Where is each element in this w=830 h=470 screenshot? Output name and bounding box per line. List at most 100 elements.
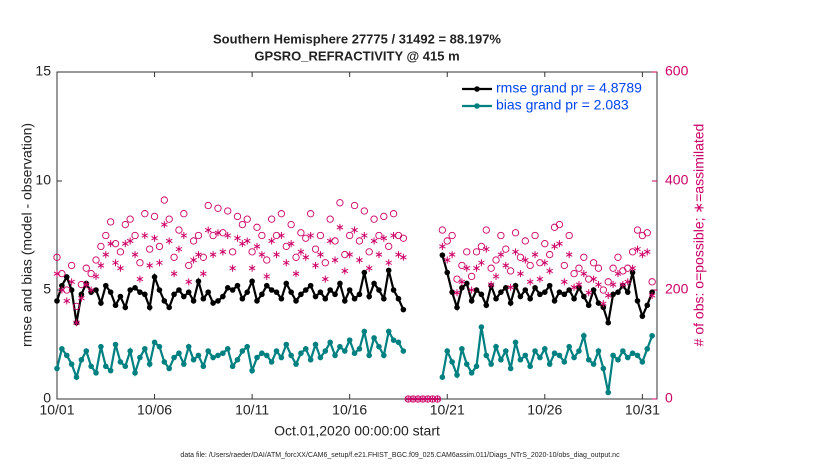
asterisk-stroke — [273, 251, 280, 259]
asterisk-marker — [648, 291, 656, 299]
point-marker — [337, 343, 343, 350]
circle-marker — [565, 231, 573, 240]
y2-tick-label: 400 — [665, 172, 689, 188]
asterisk-stroke — [643, 248, 651, 256]
asterisk-marker — [361, 232, 368, 239]
circle-marker — [580, 253, 588, 261]
circle-marker — [365, 248, 373, 256]
point-marker — [117, 359, 124, 365]
asterisk-marker — [297, 248, 305, 256]
circle-marker — [170, 253, 178, 261]
asterisk-stroke — [209, 251, 217, 259]
x-tick-label: 10/26 — [527, 402, 562, 418]
point-marker — [390, 337, 397, 343]
asterisk-stroke — [63, 297, 71, 305]
point-marker — [263, 352, 270, 359]
asterisk-marker — [448, 251, 456, 259]
circle-marker — [58, 269, 66, 278]
asterisk-stroke — [600, 300, 607, 308]
asterisk-stroke — [321, 275, 329, 283]
point-marker — [166, 365, 172, 372]
point-marker — [312, 341, 319, 348]
circle-marker — [277, 210, 286, 218]
point-marker — [239, 295, 246, 302]
x-axis-label: Oct.01,2020 00:00:00 start — [274, 423, 440, 439]
point-marker — [644, 302, 651, 309]
asterisk-marker — [321, 275, 329, 283]
asterisk-stroke — [53, 270, 61, 278]
point-marker — [220, 350, 226, 357]
point-marker — [366, 293, 372, 300]
asterisk-marker — [634, 245, 641, 253]
point-marker — [449, 289, 455, 295]
point-marker — [473, 363, 480, 370]
asterisk-marker — [136, 275, 144, 283]
asterisk-stroke — [356, 256, 363, 264]
asterisk-marker — [517, 270, 524, 278]
asterisk-stroke — [243, 237, 251, 245]
circle-marker — [585, 275, 593, 283]
asterisk-marker — [312, 261, 319, 269]
circle-marker — [370, 215, 378, 223]
point-marker — [215, 298, 221, 304]
point-marker — [229, 287, 236, 293]
asterisk-marker — [175, 245, 183, 253]
circle-marker — [389, 210, 398, 218]
point-marker — [200, 295, 207, 302]
asterisk-marker — [478, 259, 485, 267]
circle-marker — [204, 201, 212, 210]
asterisk-stroke — [165, 237, 173, 245]
point-marker — [298, 291, 304, 298]
circle-marker — [350, 201, 359, 210]
y2-axis-label: # of obs: o=possible; ∗=assimilated — [691, 124, 707, 347]
asterisk-marker — [170, 270, 178, 278]
point-marker — [532, 285, 538, 291]
asterisk-marker — [263, 272, 271, 280]
circle-marker — [467, 272, 476, 281]
x-tick-label: 10/06 — [137, 402, 172, 418]
asterisk-stroke — [297, 248, 305, 256]
point-marker — [571, 295, 577, 302]
point-marker — [185, 343, 192, 350]
x-tick-label: 10/21 — [430, 402, 465, 418]
point-marker — [624, 289, 631, 295]
asterisk-marker — [336, 223, 344, 231]
circle-marker — [497, 231, 505, 240]
point-marker — [566, 287, 572, 293]
asterisk-stroke — [395, 251, 402, 259]
point-marker — [395, 295, 402, 302]
asterisk-stroke — [131, 251, 139, 259]
asterisk-marker — [146, 261, 153, 269]
point-marker — [566, 343, 572, 350]
asterisk-stroke — [478, 259, 485, 267]
point-marker — [312, 293, 319, 300]
asterisk-stroke — [185, 278, 193, 286]
point-marker — [98, 300, 104, 306]
point-marker — [317, 289, 324, 295]
point-marker — [283, 280, 290, 287]
asterisk-stroke — [336, 223, 344, 231]
asterisk-stroke — [175, 245, 183, 253]
asterisk-stroke — [224, 232, 232, 239]
circle-marker — [185, 261, 193, 270]
point-marker — [600, 365, 607, 372]
point-marker — [259, 291, 265, 298]
point-marker — [224, 346, 231, 352]
point-marker — [537, 291, 543, 298]
asterisk-marker — [107, 240, 114, 248]
asterisk-marker — [73, 319, 80, 327]
point-marker — [151, 339, 158, 346]
circle-marker — [72, 302, 81, 310]
asterisk-marker — [239, 240, 246, 248]
asterisk-stroke — [58, 286, 66, 294]
asterisk-marker — [102, 251, 110, 259]
point-marker — [190, 298, 197, 304]
point-marker — [376, 287, 382, 293]
asterisk-marker — [453, 289, 461, 297]
point-marker — [644, 346, 651, 352]
point-marker — [68, 287, 75, 293]
point-marker — [302, 287, 309, 293]
circle-marker — [492, 256, 500, 264]
point-marker — [322, 295, 329, 302]
point-marker — [600, 304, 607, 311]
